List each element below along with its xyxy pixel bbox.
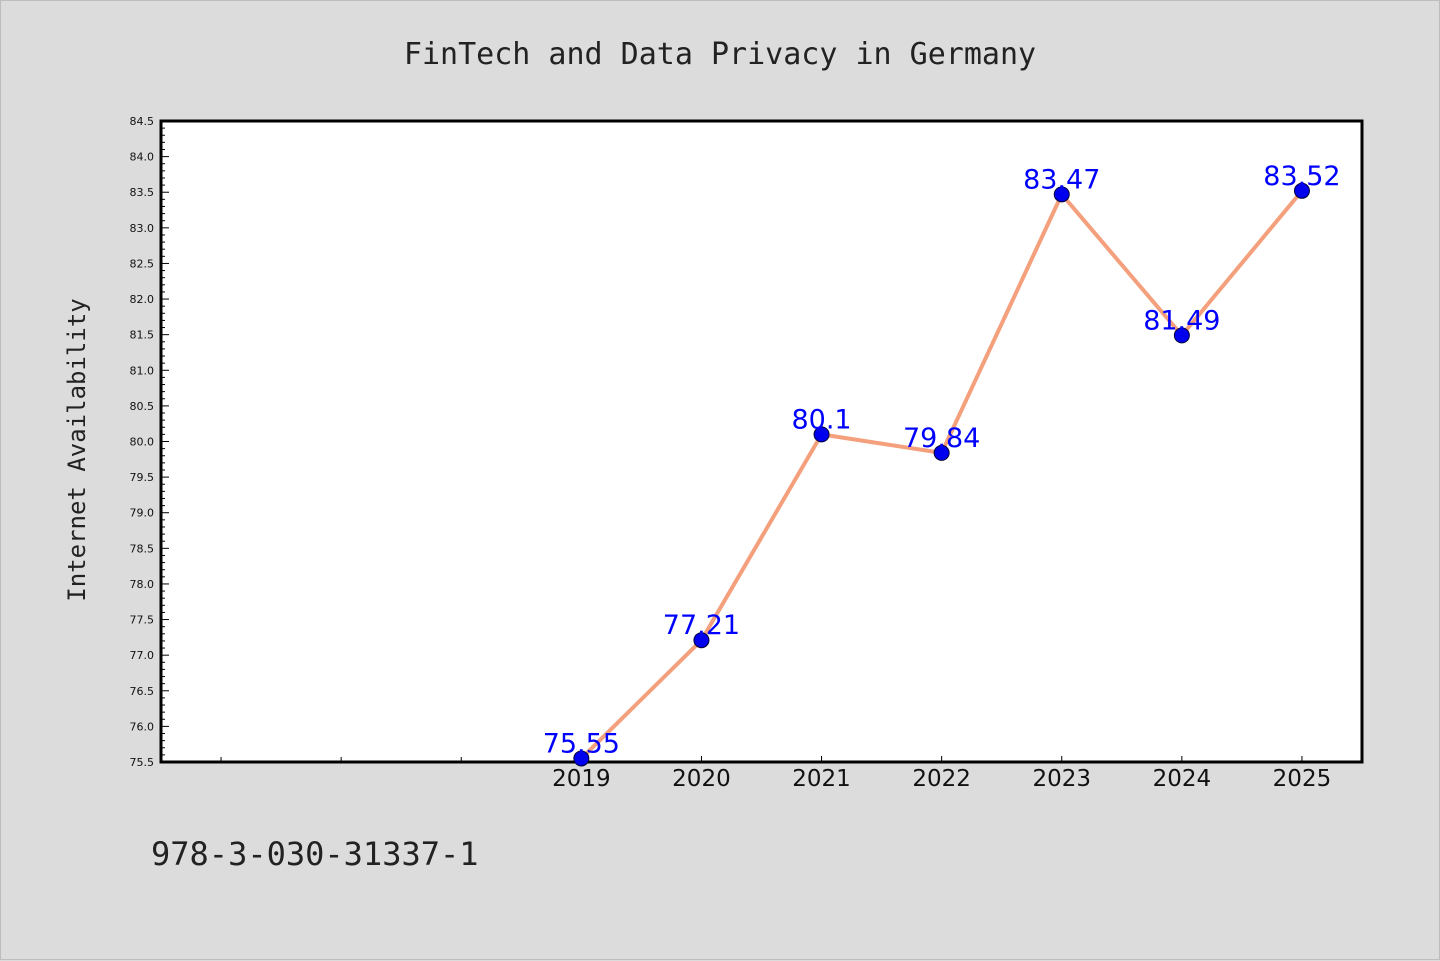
- y-tick-label: 83.0: [130, 222, 155, 235]
- y-tick-label: 79.5: [130, 471, 155, 484]
- y-tick-label: 75.5: [130, 756, 155, 769]
- y-tick-label: 80.5: [130, 400, 155, 413]
- y-tick-label: 78.0: [130, 578, 155, 591]
- data-point: [693, 632, 710, 649]
- x-tick-label: 2025: [1273, 766, 1332, 792]
- x-tick-label: 2022: [912, 766, 971, 792]
- chart-title: FinTech and Data Privacy in Germany: [404, 37, 1036, 72]
- x-tick-label: 2020: [672, 766, 731, 792]
- x-axis: 2019 2020 2021 2022 2023 2024 2025: [220, 756, 1332, 792]
- data-point: [1293, 182, 1310, 199]
- data-label: 75.55: [543, 728, 620, 759]
- y-tick-label: 78.5: [130, 542, 155, 555]
- footnote-isbn: 978-3-030-31337-1: [151, 835, 479, 873]
- y-tick-label: 77.5: [130, 614, 155, 627]
- y-tick-label: 79.0: [130, 507, 155, 520]
- x-tick-label: 2019: [552, 766, 611, 792]
- x-tick-label: 2021: [792, 766, 851, 792]
- y-tick-label: 81.5: [130, 329, 155, 342]
- data-point: [1173, 327, 1190, 344]
- y-tick-label: 77.0: [130, 649, 155, 662]
- y-tick-label: 80.0: [130, 436, 155, 449]
- y-tick-label: 82.5: [130, 257, 155, 270]
- x-tick-label: 2024: [1153, 766, 1212, 792]
- y-tick-label: 82.0: [130, 293, 155, 306]
- y-tick-label: 84.5: [130, 115, 155, 128]
- data-point: [1053, 186, 1070, 203]
- data-label: 83.47: [1023, 164, 1100, 195]
- y-axis: 75.5 76.0 76.5 77.0 77.5 78.0 78.5 79.0 79.5 80.0…: [130, 115, 169, 769]
- y-tick-label: 81.0: [130, 364, 155, 377]
- data-label: 81.49: [1143, 305, 1220, 336]
- data-label: 83.52: [1263, 161, 1340, 192]
- data-label: 80.1: [791, 404, 851, 435]
- y-tick-label: 76.5: [130, 685, 155, 698]
- data-label: 79.84: [903, 423, 980, 454]
- data-point: [933, 444, 950, 461]
- series-layer: 75.55 77.21 80.1 79.84 83.47 81.49 83.52: [543, 161, 1341, 767]
- y-tick-label: 83.5: [130, 186, 155, 199]
- y-tick-label: 76.0: [130, 720, 155, 733]
- data-point: [573, 750, 590, 767]
- data-label: 77.21: [663, 610, 740, 641]
- y-tick-label: 84.0: [130, 151, 155, 164]
- y-axis-label: Internet Availability: [63, 298, 91, 601]
- plot-area: [159, 119, 1364, 764]
- x-tick-label: 2023: [1032, 766, 1091, 792]
- data-point: [813, 426, 830, 443]
